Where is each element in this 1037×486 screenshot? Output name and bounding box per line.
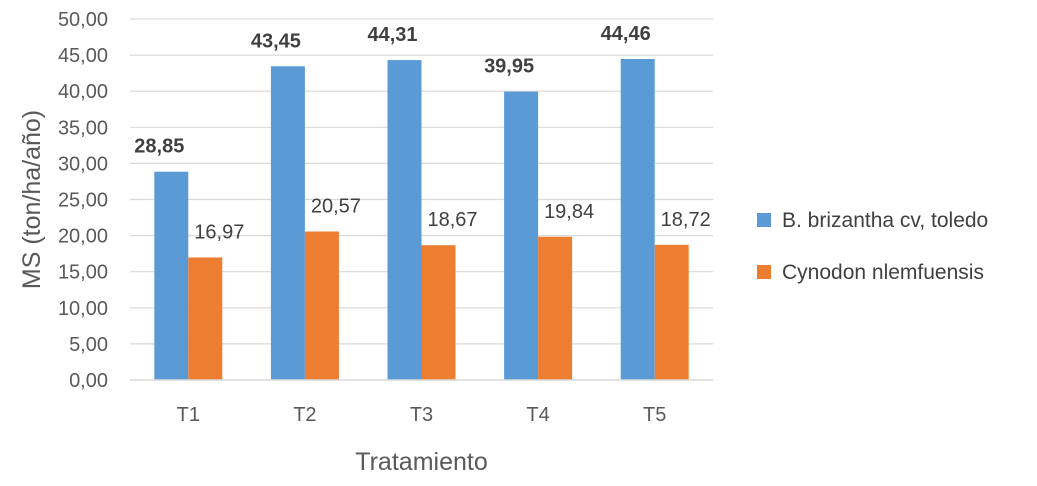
bar-cynodon-t4: [538, 236, 573, 380]
data-label: 16,97: [194, 221, 244, 243]
legend-swatch: [757, 213, 771, 227]
bar-brizantha-t3: [387, 60, 422, 381]
y-tick-label: 5,00: [69, 334, 108, 356]
y-tick-label: 25,00: [58, 190, 108, 212]
legend: B. brizantha cv, toledo Cynodon nlemfuens…: [757, 209, 988, 284]
y-tick-label: 30,00: [58, 153, 108, 175]
data-label: 44,31: [367, 24, 417, 46]
x-tick-label: T2: [293, 404, 316, 426]
x-tick-label: T5: [643, 404, 666, 426]
data-label: 20,57: [311, 195, 361, 217]
bars: [154, 58, 689, 381]
y-tick-label: 10,00: [58, 298, 108, 320]
y-tick-label: 20,00: [58, 226, 108, 248]
data-label: 39,95: [484, 56, 534, 78]
x-tick-label: T1: [177, 404, 200, 426]
bar-brizantha-t4: [504, 91, 539, 380]
data-label: 28,85: [134, 136, 184, 158]
x-tick-label: T3: [410, 404, 433, 426]
legend-label: Cynodon nlemfuensis: [782, 261, 984, 284]
legend-label: B. brizantha cv, toledo: [782, 209, 988, 232]
data-label: 18,67: [427, 209, 477, 231]
legend-swatch: [757, 265, 771, 279]
y-tick-label: 0,00: [69, 370, 108, 392]
y-tick-label: 50,00: [58, 9, 108, 31]
data-label: 18,72: [661, 209, 711, 231]
bar-cynodon-t3: [421, 245, 456, 380]
bar-brizantha-t2: [270, 66, 305, 380]
data-label: 19,84: [544, 201, 594, 223]
bar-cynodon-t5: [654, 244, 689, 380]
x-axis-tick-labels: T1 T2 T3 T4 T5: [177, 404, 667, 426]
y-axis-tick-labels: 0,00 5,00 10,00 15,00 20,00 25,00 30,00 35,00 40…: [58, 9, 108, 392]
y-tick-label: 40,00: [58, 81, 108, 103]
data-label: 44,46: [601, 23, 651, 45]
bar-cynodon-t1: [188, 257, 223, 380]
bar-brizantha-t1: [154, 171, 189, 380]
x-tick-label: T4: [526, 404, 549, 426]
y-tick-label: 45,00: [58, 45, 108, 67]
y-axis-title: MS (ton/ha/año): [18, 110, 46, 289]
y-tick-label: 15,00: [58, 262, 108, 284]
bar-brizantha-t5: [620, 58, 655, 380]
x-axis-title: Tratamiento: [355, 448, 487, 476]
data-labels: 28,85 16,97 43,45 20,57 44,31 18,67 39,95 19,84…: [134, 23, 710, 243]
data-label: 43,45: [251, 30, 301, 52]
bar-cynodon-t2: [304, 231, 339, 380]
y-tick-label: 35,00: [58, 117, 108, 139]
